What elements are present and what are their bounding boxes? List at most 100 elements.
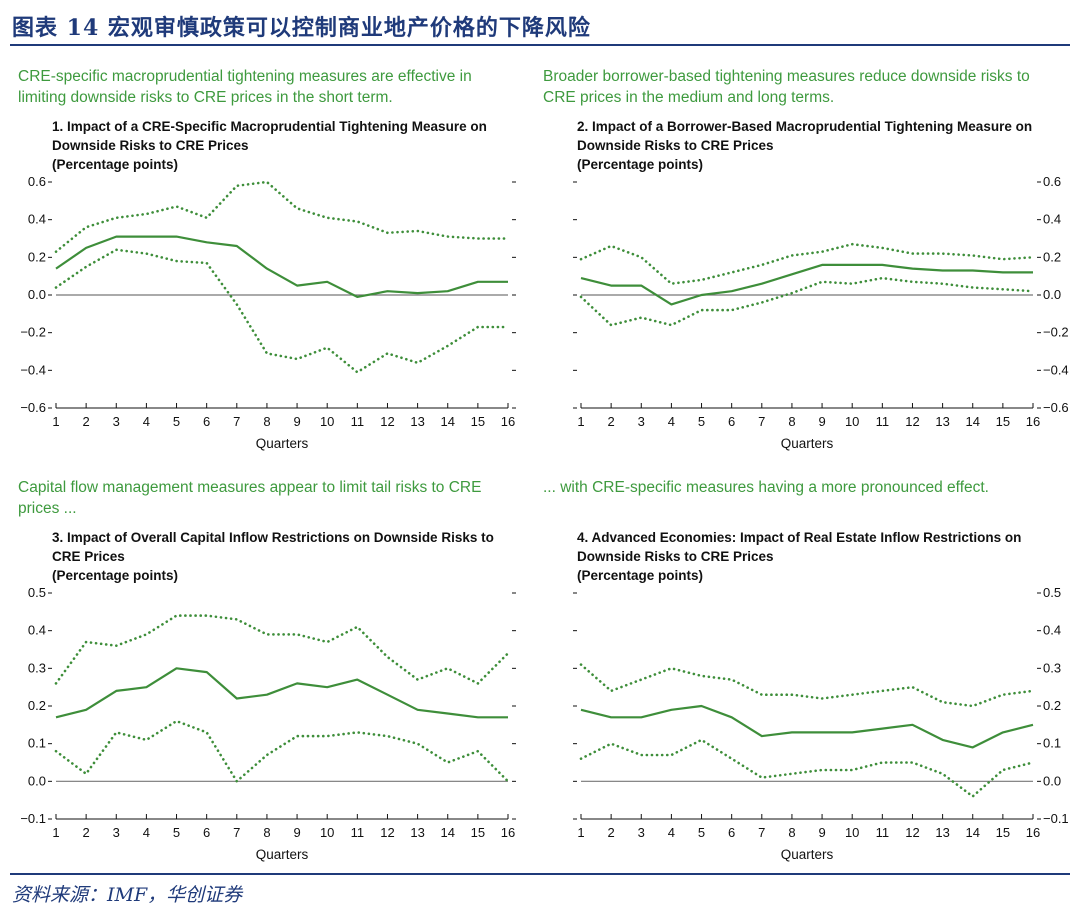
y-tick-label: −0.4 bbox=[1043, 362, 1069, 377]
top-rule bbox=[10, 44, 1070, 46]
y-tick-label: 0.0 bbox=[28, 773, 46, 788]
x-tick-label: 2 bbox=[608, 414, 615, 429]
x-tick-label: 2 bbox=[83, 825, 90, 840]
x-tick-label: 11 bbox=[876, 825, 890, 840]
y-tick-label: 0.3 bbox=[28, 660, 46, 675]
x-tick-label: 1 bbox=[52, 825, 59, 840]
series-line-estimate bbox=[580, 263, 1033, 306]
y-tick-label: −0.6 bbox=[1043, 400, 1069, 415]
chart-panel-1: CRE-specific macroprudential tightening … bbox=[10, 62, 530, 462]
y-tick-label: 0.5 bbox=[1043, 585, 1061, 600]
x-tick-label: 3 bbox=[113, 825, 120, 840]
y-tick-label: −0.6 bbox=[20, 400, 46, 415]
x-tick-label: 11 bbox=[351, 825, 365, 840]
series-line-lower-bound bbox=[54, 719, 510, 784]
x-tick-label: 7 bbox=[233, 825, 240, 840]
x-tick-label: 8 bbox=[788, 414, 795, 429]
x-tick-label: 7 bbox=[758, 414, 765, 429]
y-tick-label: 0.1 bbox=[1043, 736, 1061, 751]
series-line-upper-bound bbox=[54, 614, 510, 685]
x-tick-label: 11 bbox=[876, 414, 890, 429]
x-tick-label: 15 bbox=[471, 414, 485, 429]
x-tick-label: 14 bbox=[440, 825, 454, 840]
x-tick-label: 12 bbox=[380, 414, 394, 429]
x-tick-label: 4 bbox=[143, 825, 150, 840]
series-line-upper-bound bbox=[54, 180, 510, 253]
x-tick-label: 8 bbox=[788, 825, 795, 840]
chart-title: 3. Impact of Overall Capital Inflow Rest… bbox=[52, 528, 522, 585]
x-tick-label: 3 bbox=[113, 414, 120, 429]
chart-title: 2. Impact of a Borrower-Based Macroprude… bbox=[577, 117, 1047, 174]
x-tick-label: 5 bbox=[173, 825, 180, 840]
y-tick-label: 0.0 bbox=[1043, 773, 1061, 788]
x-tick-label: 9 bbox=[818, 414, 825, 429]
y-tick-label: 0.6 bbox=[1043, 174, 1061, 189]
y-tick-label: 0.5 bbox=[28, 585, 46, 600]
line-chart-3: −0.10.00.10.20.30.40.51 2 3 4 5 6 7 8 9 10 11 12 13 1… bbox=[20, 585, 516, 862]
bottom-rule bbox=[10, 873, 1070, 875]
x-tick-label: 15 bbox=[996, 825, 1010, 840]
series-line-estimate bbox=[580, 704, 1034, 749]
y-tick-label: 0.0 bbox=[1043, 287, 1061, 302]
y-tick-label: 0.4 bbox=[1043, 212, 1061, 227]
x-tick-label: 14 bbox=[965, 414, 979, 429]
x-axis-label: Quarters bbox=[256, 847, 309, 862]
x-tick-label: 13 bbox=[935, 414, 949, 429]
chart-subtitle: (Percentage points) bbox=[52, 568, 179, 583]
series-line-lower-bound bbox=[579, 738, 1035, 799]
x-tick-label: 6 bbox=[728, 414, 735, 429]
x-tick-label: 13 bbox=[410, 414, 424, 429]
x-tick-label: 16 bbox=[501, 414, 515, 429]
panel-caption: Capital flow management measures appear … bbox=[18, 479, 482, 517]
x-tick-label: 10 bbox=[320, 414, 334, 429]
x-tick-label: 3 bbox=[638, 825, 645, 840]
x-tick-label: 12 bbox=[380, 825, 394, 840]
panel-caption: CRE-specific macroprudential tightening … bbox=[18, 68, 472, 106]
x-tick-label: 5 bbox=[698, 414, 705, 429]
series-line-upper-bound bbox=[579, 663, 1035, 708]
panel-caption: Broader borrower-based tightening measur… bbox=[543, 68, 1030, 106]
chart-panel-2: Broader borrower-based tightening measur… bbox=[535, 62, 1069, 462]
series-line-lower-bound bbox=[54, 248, 510, 374]
series-line-upper-bound bbox=[579, 242, 1035, 286]
chart-title-text: 3. Impact of Overall Capital Inflow Rest… bbox=[52, 530, 494, 564]
x-tick-label: 2 bbox=[608, 825, 615, 840]
y-tick-label: 0.2 bbox=[28, 698, 46, 713]
x-tick-label: 14 bbox=[440, 414, 454, 429]
y-tick-label: 0.1 bbox=[28, 736, 46, 751]
x-tick-label: 12 bbox=[905, 414, 919, 429]
chart-title: 4. Advanced Economies: Impact of Real Es… bbox=[577, 528, 1047, 585]
y-tick-label: 0.2 bbox=[1043, 698, 1061, 713]
panel-caption: ... with CRE-specific measures having a … bbox=[543, 479, 989, 496]
y-tick-label: 0.0 bbox=[28, 287, 46, 302]
x-tick-label: 16 bbox=[501, 825, 515, 840]
x-tick-label: 10 bbox=[845, 825, 859, 840]
x-tick-label: 5 bbox=[173, 414, 180, 429]
chart-panel-3: Capital flow management measures appear … bbox=[10, 473, 530, 873]
x-tick-label: 1 bbox=[577, 414, 584, 429]
x-tick-label: 8 bbox=[263, 825, 270, 840]
series-line-estimate bbox=[55, 235, 508, 299]
x-tick-label: 10 bbox=[320, 825, 334, 840]
x-tick-label: 2 bbox=[83, 414, 90, 429]
x-tick-label: 14 bbox=[965, 825, 979, 840]
y-tick-label: 0.6 bbox=[28, 174, 46, 189]
y-tick-label: −0.2 bbox=[1043, 325, 1069, 340]
x-tick-label: 6 bbox=[203, 825, 210, 840]
x-tick-label: 15 bbox=[996, 414, 1010, 429]
x-tick-label: 3 bbox=[638, 414, 645, 429]
line-chart-4: −0.10.00.10.20.30.40.51 2 3 4 5 6 7 8 9 10 11 12 13 1… bbox=[573, 585, 1069, 862]
x-tick-label: 10 bbox=[845, 414, 859, 429]
chart-title-text: 1. Impact of a CRE-Specific Macroprudent… bbox=[52, 119, 487, 153]
x-tick-label: 6 bbox=[203, 414, 210, 429]
x-tick-label: 6 bbox=[728, 825, 735, 840]
y-tick-label: 0.4 bbox=[1043, 623, 1061, 638]
chart-title-text: 2. Impact of a Borrower-Based Macroprude… bbox=[577, 119, 1033, 153]
y-tick-label: −0.4 bbox=[20, 362, 46, 377]
x-tick-label: 8 bbox=[263, 414, 270, 429]
x-tick-label: 12 bbox=[905, 825, 919, 840]
x-tick-label: 9 bbox=[818, 825, 825, 840]
x-tick-label: 9 bbox=[293, 414, 300, 429]
x-tick-label: 4 bbox=[668, 414, 675, 429]
x-tick-label: 1 bbox=[577, 825, 584, 840]
